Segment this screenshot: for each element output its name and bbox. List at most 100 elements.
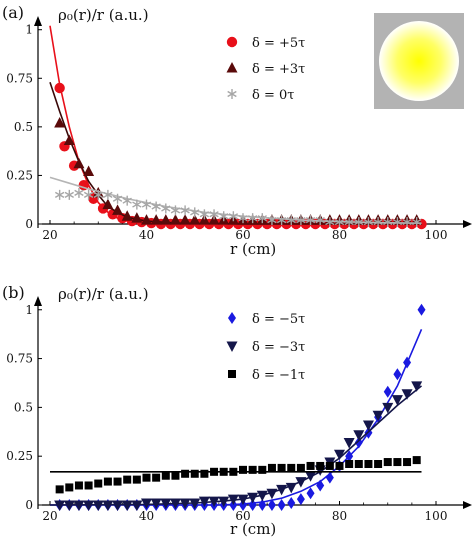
data-point: [179, 214, 191, 225]
data-point: [325, 471, 334, 484]
data-point: [83, 500, 95, 511]
data-point: [73, 157, 85, 169]
data-point: [354, 460, 363, 468]
data-point: [112, 500, 124, 511]
data-point: [151, 201, 161, 212]
data-point: [228, 211, 239, 222]
data-point: [354, 217, 364, 228]
y-tick-label: 0: [25, 217, 33, 231]
data-point: [170, 205, 181, 216]
data-point: [316, 461, 325, 470]
data-point: [113, 477, 122, 486]
data-point: [276, 484, 288, 496]
y-tick-label: 0.75: [6, 71, 33, 85]
data-point: [258, 465, 267, 474]
data-point: [344, 217, 354, 228]
data-point: [210, 467, 219, 476]
data-point: [306, 461, 315, 470]
data-point: [247, 213, 258, 224]
inset-circle: [379, 21, 459, 101]
data-point: [239, 465, 247, 474]
y-tick-label: 1: [25, 23, 33, 37]
data-point: [102, 198, 114, 210]
data-point: [287, 497, 296, 510]
data-point: [248, 465, 257, 474]
data-point: [121, 500, 133, 511]
data-point: [256, 490, 268, 502]
data-point: [160, 214, 172, 225]
data-point: [237, 494, 249, 506]
data-point: [132, 199, 142, 210]
data-point: [208, 496, 220, 508]
data-point: [391, 395, 403, 406]
x-tick-label: 20: [42, 509, 57, 523]
data-point: [393, 368, 402, 381]
data-point: [190, 469, 199, 478]
data-point: [141, 498, 152, 510]
data-point: [238, 213, 248, 224]
x-tick-label: 60: [235, 228, 250, 242]
panel-b-ylabel: ρ₀(r)/r (a.u.): [58, 285, 149, 303]
data-point: [190, 207, 200, 218]
y-axis-arrow: [34, 296, 42, 306]
data-point: [364, 460, 373, 468]
data-point: [102, 500, 114, 511]
data-point: [257, 213, 267, 224]
legend-label: δ = +5τ: [252, 36, 305, 51]
data-point: [63, 134, 75, 145]
data-point: [123, 475, 132, 484]
data-point: [417, 303, 426, 316]
data-point: [171, 471, 180, 480]
data-point: [141, 199, 152, 210]
y-tick-label: 0.5: [14, 400, 33, 414]
data-point: [267, 215, 277, 226]
data-point: [325, 217, 335, 228]
data-point: [411, 381, 423, 392]
x-axis-arrow: [463, 501, 472, 509]
data-point: [122, 195, 132, 206]
panel-1-legend: δ = −5τ δ = −3τ δ = −1τ: [226, 312, 305, 383]
x-tick-label: 80: [332, 509, 347, 523]
data-point: [180, 205, 190, 216]
data-point: [248, 499, 257, 511]
legend-marker: [226, 341, 238, 352]
data-point: [93, 189, 103, 200]
data-point: [296, 463, 305, 472]
legend-marker: [228, 370, 236, 378]
data-point: [287, 463, 296, 472]
data-point: [209, 209, 219, 220]
data-point: [179, 498, 191, 510]
data-point: [325, 461, 334, 470]
data-point: [258, 499, 267, 511]
data-point: [345, 460, 354, 468]
panel-b-xlabel: r (cm): [230, 520, 276, 538]
series-diamond: [50, 303, 426, 511]
legend-label: δ = −3τ: [252, 340, 305, 355]
data-point: [94, 479, 103, 488]
y-tick-label: 0: [25, 498, 33, 512]
data-point: [208, 214, 220, 225]
data-point: [247, 492, 259, 504]
y-tick-label: 0.25: [6, 449, 33, 463]
series-circle: [49, 25, 427, 230]
data-point: [198, 496, 210, 508]
data-point: [84, 481, 93, 490]
data-point: [161, 471, 170, 480]
data-point: [74, 481, 83, 490]
x-tick-label: 80: [332, 228, 347, 242]
data-point: [160, 498, 172, 510]
data-point: [83, 189, 94, 200]
data-point: [73, 500, 85, 511]
data-point: [189, 498, 201, 510]
panel-b: (b) ρ₀(r)/r (a.u.) r (cm) 20 40 60 80 100 0 0.…: [2, 283, 472, 538]
series-square: [50, 456, 422, 494]
data-point: [142, 473, 151, 482]
x-tick-label: 40: [139, 228, 154, 242]
legend-label: δ = 0τ: [252, 88, 294, 103]
y-tick-label: 0.5: [14, 120, 33, 134]
data-point: [374, 460, 383, 468]
data-point: [372, 410, 384, 422]
data-point: [353, 430, 365, 441]
data-point: [412, 456, 421, 465]
